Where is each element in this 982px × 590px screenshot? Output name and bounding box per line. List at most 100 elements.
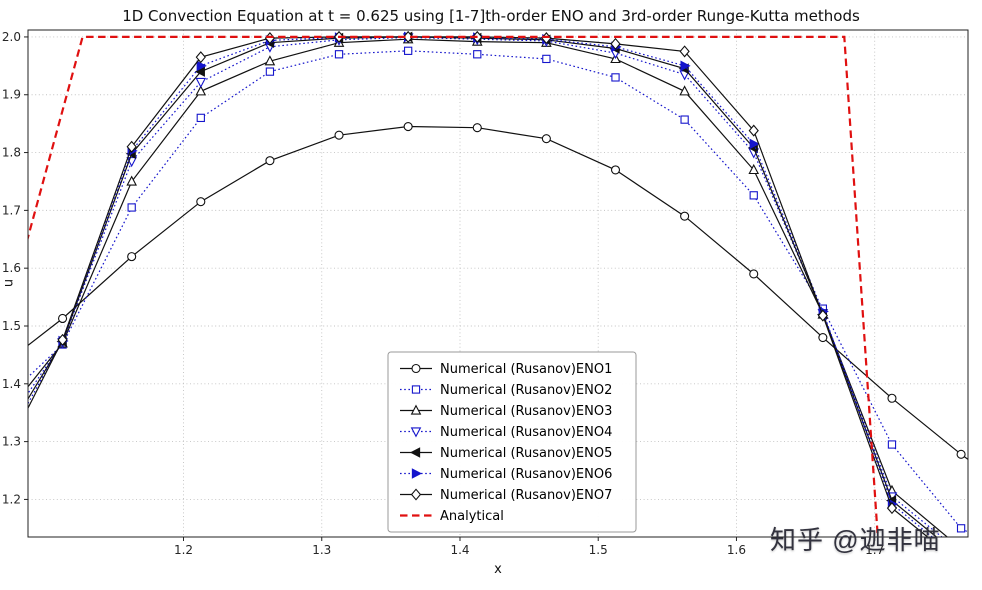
square-marker [265, 67, 275, 76]
square-marker [403, 46, 413, 55]
square-marker [749, 191, 758, 200]
triangle-left-marker [410, 447, 421, 458]
circle-marker [887, 393, 897, 403]
legend-entry: Numerical (Rusanov)ENO5 [400, 446, 612, 461]
square-marker [196, 113, 205, 123]
square-marker [542, 54, 551, 64]
y-tick-label: 1.8 [2, 146, 21, 160]
legend: Numerical (Rusanov)ENO1 Numerical (Rusano… [387, 351, 637, 533]
legend-entry: Numerical (Rusanov)ENO1 [400, 362, 612, 377]
x-tick-label: 1.3 [312, 543, 331, 557]
square-marker [473, 50, 482, 59]
y-tick-label: 1.3 [2, 435, 21, 449]
triangle-right-marker [749, 138, 760, 150]
triangle-up-marker [126, 175, 137, 186]
square-marker [334, 50, 344, 59]
y-tick-label: 1.5 [2, 319, 21, 333]
circle-marker [58, 313, 68, 324]
diamond-marker [679, 45, 690, 58]
square-marker [127, 203, 136, 212]
x-tick-label: 1.5 [589, 543, 608, 557]
y-tick-label: 1.7 [2, 203, 21, 217]
x-tick-label: 1.7 [865, 543, 884, 557]
x-axis-label: x [494, 562, 502, 577]
triangle-up-marker [195, 85, 207, 96]
triangle-up-marker [957, 544, 966, 552]
legend-entry: Numerical (Rusanov)ENO6 [400, 467, 612, 482]
diamond-marker [410, 488, 422, 501]
circle-marker [403, 121, 413, 132]
diamond-marker [126, 140, 137, 153]
y-tick-label: 1.6 [2, 261, 21, 275]
legend-entry: Analytical [400, 509, 504, 524]
circle-marker [610, 165, 621, 175]
triangle-up-marker [748, 163, 760, 175]
legend-label: Numerical (Rusanov)ENO1 [440, 362, 612, 377]
triangle-right-marker [196, 60, 207, 72]
legend-label: Numerical (Rusanov)ENO6 [440, 467, 612, 482]
legend-label: Numerical (Rusanov)ENO5 [440, 446, 612, 461]
series-line-7 [28, 35, 879, 537]
circle-marker [541, 134, 551, 144]
diamond-marker [195, 51, 206, 64]
triangle-up-marker [264, 55, 276, 66]
circle-marker [196, 197, 206, 207]
legend-label: Analytical [440, 509, 504, 524]
square-marker [411, 385, 421, 394]
watermark: 知乎 @迦非喵 [770, 525, 941, 555]
legend-label: Numerical (Rusanov)ENO4 [440, 425, 612, 440]
circle-marker [749, 269, 759, 279]
y-tick-label: 1.4 [2, 377, 21, 391]
triangle-left-marker [194, 66, 205, 77]
legend-entry: Numerical (Rusanov)ENO3 [400, 404, 612, 419]
chart-title: 1D Convection Equation at t = 0.625 usin… [122, 7, 860, 25]
triangle-up-marker [410, 404, 422, 415]
y-tick-label: 2.0 [2, 30, 21, 44]
square-marker [680, 115, 689, 124]
diamond-marker [957, 559, 966, 569]
circle-marker [334, 130, 344, 140]
diamond-marker [748, 124, 759, 137]
diamond-marker [886, 502, 898, 515]
circle-marker [265, 156, 275, 166]
triangle-down-marker [195, 77, 207, 89]
legend-label: Numerical (Rusanov)ENO3 [440, 404, 612, 419]
y-tick-label: 1.2 [2, 492, 21, 506]
circle-marker [472, 123, 482, 133]
legend-label: Numerical (Rusanov)ENO7 [440, 488, 612, 503]
plot-border [27, 29, 969, 538]
square-marker [956, 524, 966, 533]
series-line-0 [28, 125, 968, 461]
diamond-marker [403, 30, 414, 43]
diamond-marker [57, 333, 68, 346]
x-tick-label: 1.6 [727, 543, 746, 557]
circle-marker [818, 333, 828, 343]
circle-marker [680, 211, 690, 221]
series-line-2 [28, 38, 949, 537]
legend-entry: Numerical (Rusanov)ENO7 [400, 488, 612, 503]
legend-entry: Numerical (Rusanov)ENO2 [400, 383, 612, 398]
series-line-5 [28, 36, 934, 537]
legend-entry: Numerical (Rusanov)ENO4 [400, 425, 612, 440]
legend-label: Numerical (Rusanov)ENO2 [440, 383, 612, 398]
series-group [28, 30, 968, 569]
circle-marker [127, 252, 137, 262]
triangle-up-marker [679, 85, 690, 96]
triangle-left-marker [956, 553, 964, 562]
x-tick-label: 1.4 [450, 543, 469, 557]
square-marker [887, 440, 897, 449]
x-tick-label: 1.2 [174, 543, 193, 557]
series-line-3 [28, 36, 943, 537]
triangle-right-marker [680, 60, 691, 72]
triangle-right-marker [957, 556, 965, 565]
y-tick-label: 1.9 [2, 88, 21, 102]
circle-marker [956, 449, 966, 459]
diamond-marker [817, 309, 828, 322]
series-line-4 [28, 36, 938, 537]
triangle-right-marker [411, 468, 422, 479]
triangle-down-marker [410, 427, 422, 438]
circle-marker [411, 363, 421, 374]
square-marker [611, 73, 620, 82]
